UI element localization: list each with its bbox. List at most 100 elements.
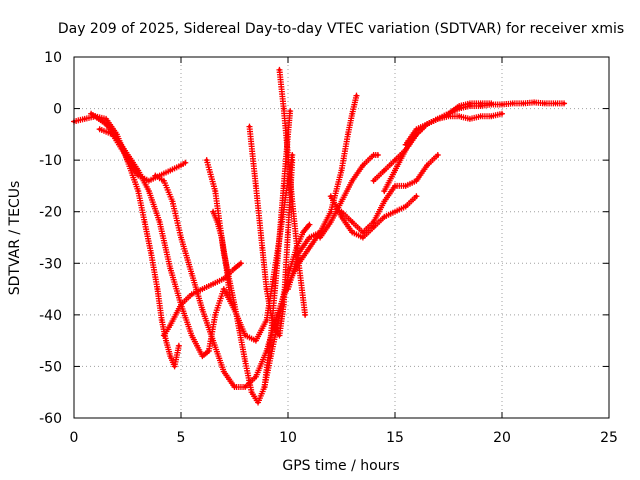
data-point <box>382 199 386 203</box>
data-point <box>277 68 282 72</box>
data-point <box>290 158 294 162</box>
data-point <box>404 204 408 209</box>
data-point <box>562 101 566 106</box>
data-point <box>136 189 140 193</box>
data-point <box>143 220 147 224</box>
data-point <box>436 117 440 121</box>
data-point <box>213 189 217 193</box>
y-tick-label: 0 <box>53 102 62 118</box>
data-point <box>164 339 168 343</box>
y-tick-label: 10 <box>44 50 62 66</box>
series-pass-9 <box>276 66 309 318</box>
series-markers <box>381 100 495 195</box>
data-point <box>446 112 451 116</box>
data-point <box>329 220 333 224</box>
data-point <box>170 199 175 203</box>
data-point <box>350 220 354 224</box>
data-point <box>190 333 194 338</box>
data-point <box>168 323 172 327</box>
data-point <box>290 199 294 203</box>
x-tick-label: 10 <box>279 430 297 446</box>
data-point <box>425 122 429 126</box>
data-point <box>543 101 547 106</box>
data-point <box>147 179 151 183</box>
data-point <box>468 104 472 108</box>
data-point <box>286 287 290 291</box>
data-point <box>294 246 299 250</box>
data-point <box>350 112 354 116</box>
data-point <box>271 323 275 327</box>
data-point <box>489 114 493 118</box>
series-pass-4 <box>203 108 294 406</box>
data-point <box>265 287 269 291</box>
data-point <box>361 163 365 167</box>
data-point <box>147 189 151 193</box>
data-point <box>168 354 172 358</box>
data-point <box>489 102 493 107</box>
series-pass-11 <box>285 92 360 293</box>
data-point <box>243 385 247 389</box>
x-tick-label: 5 <box>177 430 186 446</box>
data-point <box>468 117 472 121</box>
data-point <box>393 210 397 214</box>
data-point <box>361 230 365 234</box>
data-point <box>382 215 386 219</box>
data-point <box>282 106 286 111</box>
data-point <box>168 168 172 173</box>
series-pass-3 <box>88 110 296 360</box>
data-point <box>521 101 526 106</box>
data-point <box>239 261 243 265</box>
series-pass-2 <box>96 126 182 370</box>
series-markers <box>285 92 360 293</box>
data-point <box>301 230 305 234</box>
data-point <box>179 163 183 167</box>
data-point <box>200 308 204 312</box>
data-point <box>372 153 376 157</box>
data-point <box>265 349 269 353</box>
data-point <box>153 174 157 178</box>
data-point <box>200 354 204 358</box>
data-point <box>404 148 408 152</box>
y-tick-label: -60 <box>39 411 62 427</box>
data-point <box>213 313 217 317</box>
data-point <box>232 385 237 389</box>
data-point <box>376 153 380 157</box>
data-point <box>436 153 440 157</box>
data-point <box>158 220 162 224</box>
data-point <box>329 210 333 214</box>
series-pass-14 <box>327 193 420 241</box>
data-point <box>215 220 219 224</box>
data-point <box>179 302 183 307</box>
data-point <box>155 287 160 291</box>
data-point <box>414 127 418 131</box>
data-point <box>172 364 177 369</box>
data-point <box>318 235 322 240</box>
data-point <box>205 158 209 162</box>
data-point <box>307 235 311 240</box>
x-tick-label: 20 <box>493 430 511 446</box>
data-point <box>190 272 194 276</box>
series-pass-12 <box>317 151 381 241</box>
data-point <box>162 333 166 338</box>
data-point <box>220 235 224 240</box>
x-tick-label: 25 <box>600 430 618 446</box>
series-pass-16 <box>381 100 495 195</box>
data-point <box>243 333 247 338</box>
data-point <box>532 100 536 104</box>
data-point <box>404 143 408 147</box>
grid <box>74 57 609 418</box>
data-point <box>339 199 344 203</box>
data-point <box>183 161 187 165</box>
data-point <box>414 194 418 198</box>
y-tick-label: -20 <box>39 205 62 221</box>
data-point <box>247 125 252 129</box>
y-tick-label: -10 <box>39 153 62 169</box>
data-point <box>425 163 429 167</box>
data-point <box>228 297 232 301</box>
data-point <box>553 101 558 106</box>
data-point <box>457 114 461 118</box>
data-point <box>104 122 108 126</box>
data-point <box>232 302 237 307</box>
data-point <box>83 117 87 121</box>
